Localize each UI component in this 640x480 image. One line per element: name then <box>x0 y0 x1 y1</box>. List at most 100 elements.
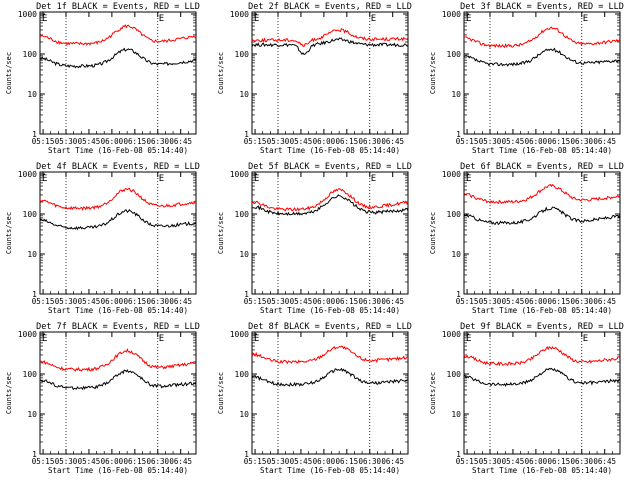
x-tick-label: 05:15 <box>456 457 479 466</box>
x-tick-label: 05:30 <box>479 137 502 146</box>
event-marker-label: E <box>159 334 164 344</box>
y-tick-label: 10 <box>239 250 249 259</box>
x-axis-label: Start Time (16-Feb-08 05:14:40) <box>48 306 188 315</box>
event-marker-label: E <box>159 14 164 24</box>
y-tick-label: 1000 <box>442 330 461 339</box>
x-tick-label: 06:30 <box>146 297 169 306</box>
y-tick-label: 1 <box>32 450 37 459</box>
x-tick-label: 05:15 <box>244 297 267 306</box>
y-tick-label: 100 <box>23 210 38 219</box>
x-tick-label: 05:15 <box>32 137 55 146</box>
x-tick-label: 06:45 <box>169 137 192 146</box>
y-tick-label: 1000 <box>442 10 461 19</box>
detector-panel-2: Det 2f BLACK = Events, RED = LLD 1 10 100 10… <box>217 2 412 155</box>
y-tick-label: 10 <box>27 410 37 419</box>
plot-frame <box>463 331 621 455</box>
x-tick-label: 06:15 <box>336 137 359 146</box>
x-tick-label: 05:45 <box>502 137 525 146</box>
y-tick-label: 1 <box>456 130 461 139</box>
x-tick-label: 06:30 <box>146 137 169 146</box>
y-tick-label: 100 <box>235 210 250 219</box>
x-tick-label: 06:30 <box>570 297 593 306</box>
event-marker-label: E <box>371 174 376 184</box>
events-series-line <box>39 47 197 69</box>
panel-title: Det 8f BLACK = Events, RED = LLD <box>248 322 412 332</box>
x-tick-label: 05:30 <box>267 297 290 306</box>
x-tick-label: 06:30 <box>358 297 381 306</box>
x-tick-label: 06:15 <box>548 457 571 466</box>
y-tick-label: 10 <box>239 90 249 99</box>
y-axis-label: Counts/sec <box>217 212 225 254</box>
y-tick-label: 1 <box>32 290 37 299</box>
event-marker-label: E <box>371 334 376 344</box>
y-tick-label: 10 <box>451 250 461 259</box>
event-marker-label: E <box>371 14 376 24</box>
detector-panel-6: Det 6f BLACK = Events, RED = LLD 1 10 100 10… <box>429 162 624 315</box>
y-axis-label: Counts/sec <box>5 212 13 254</box>
x-tick-label: 06:15 <box>124 457 147 466</box>
y-tick-label: 10 <box>239 410 249 419</box>
events-series-line <box>39 369 197 391</box>
events-series-line <box>251 367 409 387</box>
event-marker-label: E <box>254 14 259 24</box>
y-tick-label: 100 <box>23 50 38 59</box>
y-axis-label: Counts/sec <box>5 52 13 94</box>
x-tick-label: 06:45 <box>593 297 616 306</box>
lld-series-line <box>463 26 621 49</box>
panel-title: Det 1f BLACK = Events, RED = LLD <box>36 2 200 12</box>
x-tick-label: 06:00 <box>525 137 548 146</box>
x-tick-label: 05:15 <box>456 297 479 306</box>
events-series-line <box>463 367 621 388</box>
panel-title: Det 2f BLACK = Events, RED = LLD <box>248 2 412 12</box>
event-marker-label: E <box>583 14 588 24</box>
x-tick-label: 06:00 <box>101 457 124 466</box>
events-series-line <box>252 194 409 217</box>
panel-title: Det 9f BLACK = Events, RED = LLD <box>460 322 624 332</box>
y-tick-label: 1 <box>244 130 249 139</box>
plot-frame <box>463 171 621 295</box>
x-axis-label: Start Time (16-Feb-08 05:14:40) <box>48 466 188 475</box>
x-tick-label: 05:45 <box>78 457 101 466</box>
events-series-line <box>463 47 621 67</box>
x-axis-label: Start Time (16-Feb-08 05:14:40) <box>472 146 612 155</box>
x-tick-label: 05:15 <box>32 457 55 466</box>
x-tick-label: 06:45 <box>381 137 404 146</box>
y-tick-label: 100 <box>235 370 250 379</box>
y-tick-label: 1000 <box>230 170 249 179</box>
panel-title: Det 7f BLACK = Events, RED = LLD <box>36 322 200 332</box>
event-marker-label: E <box>466 14 471 24</box>
y-axis-label: Counts/sec <box>5 372 13 414</box>
y-tick-label: 10 <box>451 410 461 419</box>
y-tick-label: 100 <box>447 210 462 219</box>
x-tick-label: 05:45 <box>290 457 313 466</box>
events-series-line <box>251 37 409 56</box>
plot-frame <box>463 11 621 135</box>
y-axis-label: Counts/sec <box>217 52 225 94</box>
plot-frame <box>251 11 409 135</box>
x-tick-label: 06:00 <box>101 297 124 306</box>
x-tick-label: 06:45 <box>169 297 192 306</box>
y-tick-label: 1000 <box>442 170 461 179</box>
x-tick-label: 06:15 <box>548 297 571 306</box>
plot-frame <box>251 171 409 295</box>
events-series-line <box>39 208 197 231</box>
y-tick-label: 10 <box>451 90 461 99</box>
x-tick-label: 05:30 <box>55 297 78 306</box>
y-tick-label: 1000 <box>18 330 37 339</box>
x-axis-label: Start Time (16-Feb-08 05:14:40) <box>48 146 188 155</box>
x-tick-label: 06:30 <box>146 457 169 466</box>
detector-panel-8: Det 8f BLACK = Events, RED = LLD 1 10 100 10… <box>217 322 412 475</box>
x-tick-label: 05:30 <box>267 137 290 146</box>
x-tick-label: 06:30 <box>570 137 593 146</box>
detector-panel-7: Det 7f BLACK = Events, RED = LLD 1 10 100 10… <box>5 322 200 475</box>
y-axis-label: Counts/sec <box>429 212 437 254</box>
event-marker-label: E <box>254 174 259 184</box>
x-tick-label: 05:45 <box>502 297 525 306</box>
y-axis-label: Counts/sec <box>429 52 437 94</box>
y-tick-label: 1 <box>456 450 461 459</box>
x-tick-label: 05:30 <box>55 457 78 466</box>
panel-title: Det 4f BLACK = Events, RED = LLD <box>36 162 200 172</box>
y-tick-label: 10 <box>27 250 37 259</box>
x-tick-label: 05:45 <box>502 457 525 466</box>
